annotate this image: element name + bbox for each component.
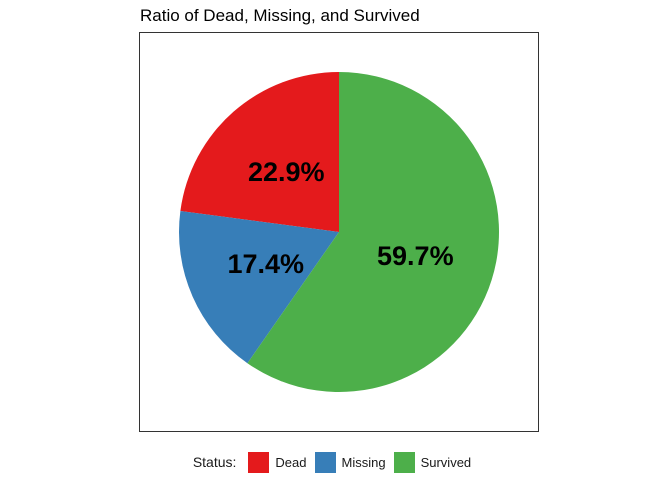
pie-chart: 22.9% 17.4% 59.7% (178, 72, 500, 392)
legend-swatch-dead (248, 451, 270, 473)
pie-label-survived: 59.7% (377, 241, 454, 271)
legend-item-survived: Survived (393, 451, 472, 473)
chart-title: Ratio of Dead, Missing, and Survived (140, 6, 420, 25)
pie-slice-missing (178, 210, 339, 364)
legend-swatch-missing (314, 451, 336, 473)
pie-slice-dead (180, 72, 339, 232)
legend-swatch-survived (393, 451, 415, 473)
legend-item-missing: Missing (314, 451, 386, 473)
legend: Status: Dead Missing Survived (0, 450, 672, 474)
pie-labels: 22.9% 17.4% 59.7% (227, 157, 453, 279)
legend-title: Status: (192, 454, 237, 470)
pie-slices (178, 72, 500, 392)
legend-label-survived: Survived (420, 454, 472, 470)
pie-slice-survived (247, 72, 500, 392)
legend-label-dead: Dead (275, 454, 307, 470)
plot-panel: 22.9% 17.4% 59.7% (139, 32, 539, 432)
legend-label-missing: Missing (341, 454, 386, 470)
pie-label-missing: 17.4% (227, 249, 304, 279)
legend-item-dead: Dead (248, 451, 307, 473)
pie-label-dead: 22.9% (248, 157, 325, 187)
